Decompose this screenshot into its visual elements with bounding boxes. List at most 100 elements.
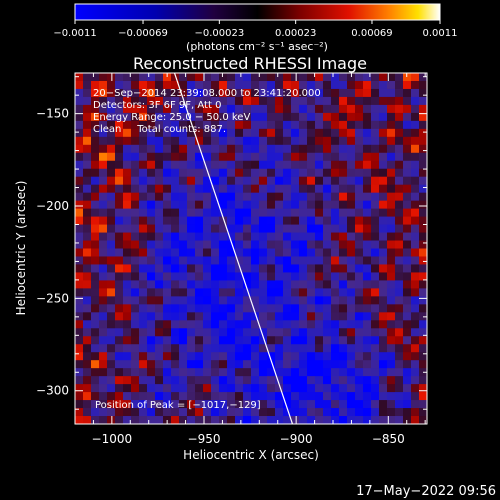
- heatmap-cell: [379, 160, 388, 170]
- heatmap-cell: [371, 208, 380, 218]
- heatmap-cell: [195, 416, 204, 424]
- heatmap-cell: [147, 73, 156, 82]
- heatmap-cell: [291, 240, 300, 250]
- heatmap-cell: [211, 96, 220, 106]
- heatmap-cell: [259, 360, 268, 369]
- heatmap-cell: [331, 360, 340, 369]
- heatmap-cell: [235, 272, 244, 282]
- heatmap-cell: [203, 160, 212, 170]
- heatmap-cell: [339, 216, 348, 226]
- heatmap-cell: [411, 256, 420, 266]
- heatmap-cell: [219, 73, 228, 82]
- heatmap-cell: [259, 73, 268, 82]
- heatmap-cell: [283, 96, 292, 106]
- heatmap-cell: [211, 272, 220, 282]
- heatmap-cell: [339, 73, 348, 82]
- heatmap-cell: [147, 288, 156, 297]
- heatmap-cell: [395, 88, 404, 98]
- heatmap-cell: [403, 168, 412, 178]
- heatmap-cell: [419, 200, 427, 210]
- heatmap-cell: [275, 104, 284, 114]
- heatmap-cell: [139, 73, 148, 82]
- heatmap-cell: [387, 152, 396, 162]
- heatmap-cell: [291, 160, 300, 170]
- heatmap-cell: [259, 336, 268, 345]
- heatmap-cell: [267, 336, 276, 345]
- heatmap-cell: [219, 96, 228, 106]
- heatmap-cell: [395, 200, 404, 210]
- heatmap-cell: [99, 320, 108, 329]
- heatmap-cell: [139, 384, 148, 393]
- heatmap-cell: [323, 128, 332, 138]
- heatmap-cell: [331, 288, 340, 297]
- heatmap-cell: [91, 336, 100, 345]
- heatmap-cell: [115, 192, 124, 202]
- heatmap-cell: [299, 328, 308, 337]
- heatmap-cell: [171, 360, 180, 369]
- heatmap-cell: [259, 256, 268, 266]
- heatmap-cell: [395, 360, 404, 369]
- heatmap-cell: [227, 224, 236, 234]
- heatmap-cell: [259, 176, 268, 186]
- heatmap-cell: [339, 264, 348, 274]
- heatmap-cell: [355, 176, 364, 186]
- heatmap-cell: [259, 248, 268, 258]
- heatmap-cell: [355, 392, 364, 401]
- heatmap-cell: [115, 80, 124, 90]
- heatmap-cell: [291, 216, 300, 226]
- heatmap-cell: [187, 128, 196, 138]
- heatmap-cell: [211, 352, 220, 361]
- heatmap-cell: [355, 360, 364, 369]
- heatmap-cell: [355, 128, 364, 138]
- heatmap-cell: [195, 328, 204, 337]
- heatmap-cell: [291, 256, 300, 266]
- heatmap-cell: [211, 368, 220, 377]
- heatmap-cell: [99, 368, 108, 377]
- heatmap-cell: [227, 208, 236, 218]
- heatmap-cell: [395, 224, 404, 234]
- heatmap-cell: [283, 208, 292, 218]
- heatmap-cell: [179, 288, 188, 297]
- heatmap-cell: [291, 328, 300, 337]
- heatmap-cell: [307, 112, 316, 122]
- heatmap-cell: [219, 80, 228, 90]
- heatmap-cell: [203, 400, 212, 409]
- heatmap-cell: [75, 128, 84, 138]
- heatmap-cell: [307, 376, 316, 385]
- heatmap-cell: [99, 232, 108, 242]
- heatmap-cell: [131, 288, 140, 297]
- heatmap-cell: [363, 128, 372, 138]
- heatmap-cell: [131, 200, 140, 210]
- heatmap-cell: [315, 384, 324, 393]
- heatmap-cell: [251, 408, 260, 417]
- heatmap-cell: [219, 296, 228, 305]
- heatmap-cell: [395, 112, 404, 122]
- heatmap-cell: [395, 400, 404, 409]
- heatmap-cell: [203, 176, 212, 186]
- heatmap-cell: [331, 352, 340, 361]
- heatmap-cell: [139, 240, 148, 250]
- heatmap-cell: [387, 88, 396, 98]
- heatmap-cell: [155, 136, 164, 146]
- heatmap-cell: [259, 216, 268, 226]
- heatmap-cell: [187, 256, 196, 266]
- heatmap-cell: [91, 80, 100, 90]
- heatmap-cell: [419, 112, 427, 122]
- heatmap-cell: [195, 184, 204, 194]
- heatmap-cell: [283, 288, 292, 297]
- heatmap-cell: [371, 232, 380, 242]
- heatmap-cell: [179, 344, 188, 353]
- heatmap-cell: [235, 264, 244, 274]
- heatmap-cell: [307, 104, 316, 114]
- heatmap-cell: [331, 296, 340, 305]
- heatmap-cell: [331, 160, 340, 170]
- heatmap-cell: [355, 344, 364, 353]
- heatmap-cell: [219, 120, 228, 130]
- heatmap-cell: [395, 320, 404, 329]
- heatmap-cell: [283, 400, 292, 409]
- heatmap-cell: [219, 152, 228, 162]
- heatmap-cell: [123, 144, 132, 154]
- heatmap-cell: [275, 360, 284, 369]
- heatmap-cell: [187, 272, 196, 282]
- heatmap-cell: [91, 136, 100, 146]
